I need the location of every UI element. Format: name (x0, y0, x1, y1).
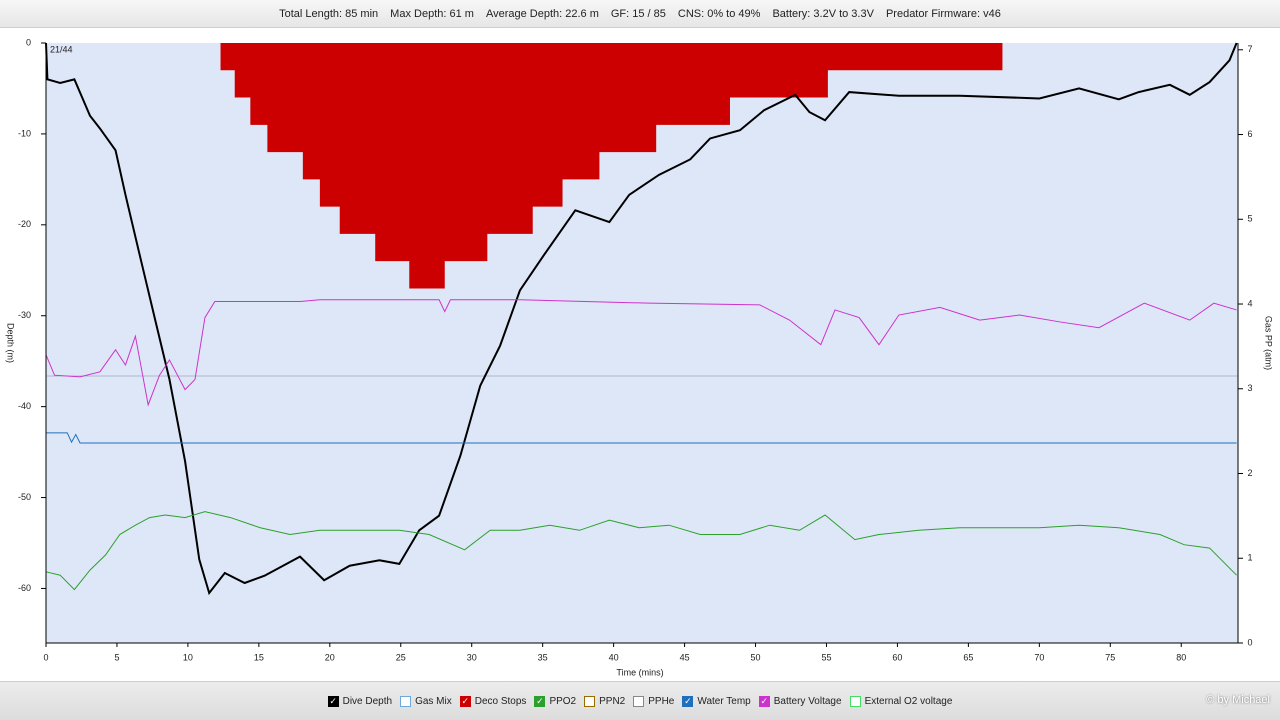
y-tick-label: -30 (18, 310, 31, 320)
annotation: 21/44 (50, 44, 73, 54)
legend-label: Deco Stops (474, 695, 527, 707)
legend-label: PPN2 (599, 695, 626, 707)
legend-bar: ✓ Dive Depth Gas Mix ✓ Deco Stops ✓ PPO2 PPN2 PP… (0, 681, 1280, 720)
x-tick-label: 15 (254, 652, 264, 662)
legend-item[interactable]: ✓ Battery Voltage (758, 695, 842, 707)
legend-item[interactable]: PPN2 (584, 695, 626, 707)
legend-item[interactable]: ✓ PPO2 (534, 695, 577, 707)
x-tick-label: 0 (43, 652, 48, 662)
legend-item[interactable]: ✓ Water Temp (682, 695, 751, 707)
legend-label: Gas Mix (415, 695, 452, 707)
x-tick-label: 5 (114, 652, 119, 662)
legend-item[interactable]: ✓ Dive Depth (327, 695, 393, 707)
summary-item: Battery: 3.2V to 3.3V (772, 7, 874, 20)
chart: 21/44 Time (mins) Depth (m) Gas PP (atm)… (6, 37, 1274, 677)
summary-item: Predator Firmware: v46 (885, 7, 1001, 20)
series-line (45, 299, 1237, 407)
series-line (45, 42, 1238, 596)
summary-item: GF: 15 / 85 (610, 7, 666, 20)
legend-checkbox[interactable] (849, 695, 861, 707)
legend-checkbox[interactable]: ✓ (327, 695, 339, 707)
x-tick-label: 25 (396, 652, 406, 662)
legend-item[interactable]: PPHe (633, 695, 675, 707)
summary-item: Average Depth: 22.6 m (485, 7, 599, 20)
x-tick-label: 50 (751, 652, 761, 662)
summary-item: Total Length: 85 min (279, 7, 379, 20)
x-tick-label: 45 (680, 652, 690, 662)
credit: © by Michael (1206, 694, 1270, 706)
legend-checkbox[interactable]: ✓ (758, 695, 770, 707)
x-tick-label: 10 (183, 652, 193, 662)
y-tick-label: -60 (18, 583, 31, 593)
legend-checkbox[interactable] (400, 695, 412, 707)
legend-label: Water Temp (697, 695, 751, 707)
y2-tick-label: 6 (1247, 129, 1252, 139)
deco-area (220, 43, 1003, 289)
x-tick-label: 55 (821, 652, 831, 662)
y-tick-label: -40 (18, 401, 31, 411)
legend-item[interactable]: Gas Mix (400, 695, 452, 707)
y-tick-label: -20 (18, 219, 31, 229)
y-tick-label: -50 (18, 492, 31, 502)
y-axis-title: Depth (m) (6, 323, 16, 363)
legend-checkbox[interactable]: ✓ (534, 695, 546, 707)
y2-tick-label: 2 (1247, 468, 1252, 478)
x-tick-label: 30 (467, 652, 477, 662)
legend-label: External O2 voltage (864, 695, 953, 707)
y-tick-label: -10 (18, 128, 31, 138)
x-tick-label: 75 (1105, 652, 1115, 662)
x-tick-label: 80 (1176, 652, 1186, 662)
legend-label: Dive Depth (342, 695, 393, 707)
summary-bar: Total Length: 85 min Max Depth: 61 m Avera… (0, 0, 1280, 28)
y2-tick-label: 3 (1247, 383, 1252, 393)
y2-axis-title: Gas PP (atm) (1264, 316, 1274, 370)
legend-checkbox[interactable]: ✓ (459, 695, 471, 707)
x-tick-label: 70 (1034, 652, 1044, 662)
summary-item: Max Depth: 61 m (390, 7, 474, 20)
summary-item: CNS: 0% to 49% (677, 7, 761, 20)
legend-item[interactable]: ✓ Deco Stops (459, 695, 527, 707)
legend-label: Battery Voltage (773, 695, 842, 707)
y2-tick-label: 4 (1247, 298, 1252, 308)
y2-tick-label: 5 (1247, 214, 1252, 224)
series-line (46, 432, 1237, 444)
legend: ✓ Dive Depth Gas Mix ✓ Deco Stops ✓ PPO2 PPN2 PP… (0, 682, 1280, 720)
y2-tick-label: 7 (1247, 44, 1252, 54)
y2-tick-label: 0 (1247, 637, 1252, 647)
legend-checkbox[interactable] (584, 695, 596, 707)
legend-checkbox[interactable] (633, 695, 645, 707)
legend-label: PPHe (648, 695, 675, 707)
series-line (45, 511, 1237, 591)
x-tick-label: 35 (538, 652, 548, 662)
legend-checkbox[interactable]: ✓ (682, 695, 694, 707)
x-tick-label: 40 (609, 652, 619, 662)
legend-label: PPO2 (549, 695, 577, 707)
x-axis-title: Time (mins) (616, 667, 663, 677)
x-tick-label: 65 (963, 652, 973, 662)
y2-tick-label: 1 (1247, 553, 1252, 563)
legend-item[interactable]: External O2 voltage (849, 695, 953, 707)
x-tick-label: 60 (892, 652, 902, 662)
y-tick-label: 0 (26, 37, 31, 47)
x-tick-label: 20 (325, 652, 335, 662)
